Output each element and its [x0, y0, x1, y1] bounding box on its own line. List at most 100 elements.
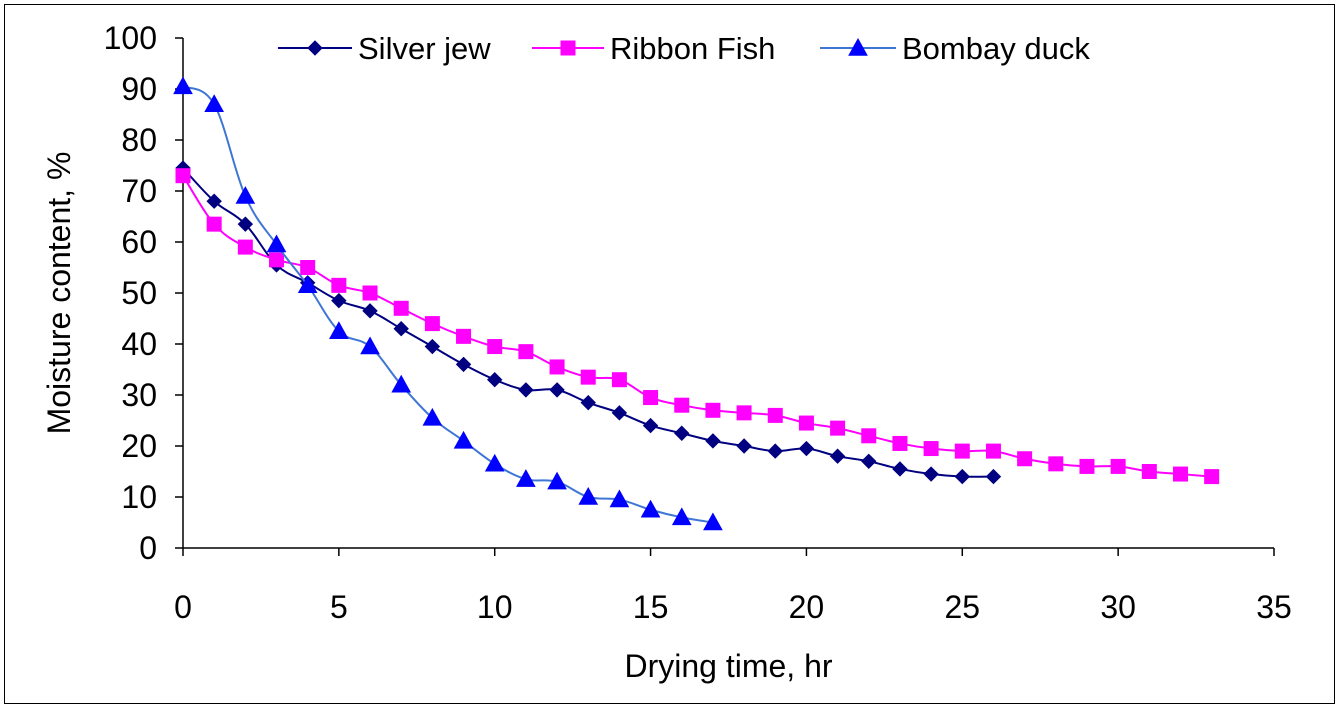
data-point	[640, 499, 661, 518]
y-tick-label: 60	[121, 224, 157, 260]
x-tick-label: 5	[330, 589, 348, 625]
data-point	[1204, 469, 1220, 485]
data-point	[516, 469, 536, 487]
legend-marker	[848, 37, 868, 56]
data-point	[518, 344, 534, 360]
data-point	[985, 468, 1002, 485]
data-point	[362, 285, 378, 301]
legend-item: Bombay duck	[820, 31, 1090, 66]
data-point	[954, 468, 970, 485]
series-layer	[173, 76, 1220, 531]
data-point	[237, 239, 253, 255]
data-point	[611, 372, 627, 388]
data-point	[393, 320, 409, 337]
data-point	[1017, 451, 1033, 467]
data-point	[705, 433, 721, 449]
data-point	[861, 453, 877, 470]
data-point	[703, 512, 723, 531]
data-point	[580, 394, 596, 411]
series-silver-jew	[175, 160, 1002, 485]
data-point	[1141, 464, 1157, 479]
y-tick-label: 90	[121, 71, 157, 107]
data-point	[484, 453, 505, 472]
data-point	[767, 443, 783, 459]
series-line	[182, 175, 1212, 478]
data-point	[578, 486, 599, 505]
data-point	[798, 415, 814, 431]
data-point	[580, 369, 596, 385]
data-point	[266, 234, 287, 253]
x-tick-label: 25	[944, 589, 980, 625]
data-point	[643, 390, 659, 406]
data-point	[736, 405, 752, 421]
legend-label: Ribbon Fish	[610, 31, 775, 66]
data-point	[453, 430, 474, 449]
data-point	[360, 336, 380, 355]
y-ticks: 0 10 20 30 40 50 60 70 80 90 100	[104, 20, 183, 566]
axes	[182, 38, 1274, 549]
data-point	[331, 277, 347, 293]
data-point	[830, 420, 846, 436]
legend: Silver jew Ribbon Fish Bombay duck	[278, 31, 1090, 66]
legend-item: Silver jew	[278, 31, 491, 66]
data-point	[269, 252, 285, 268]
x-axis-title: Drying time, hr	[624, 648, 832, 684]
data-point	[297, 275, 318, 294]
x-tick-label: 10	[477, 589, 513, 625]
data-point	[671, 507, 692, 526]
data-point	[487, 371, 503, 388]
data-point	[861, 428, 877, 444]
data-point	[487, 339, 503, 355]
x-tick-label: 0	[174, 589, 192, 625]
data-point	[1172, 466, 1188, 482]
data-point	[547, 471, 567, 490]
y-tick-label: 30	[121, 377, 157, 413]
data-point	[1048, 456, 1064, 472]
legend-label: Silver jew	[358, 31, 491, 66]
data-point	[674, 397, 690, 413]
y-tick-label: 80	[121, 122, 157, 158]
data-point	[424, 338, 441, 355]
data-point	[1079, 458, 1095, 474]
data-point	[609, 489, 630, 508]
data-point	[455, 356, 472, 373]
y-tick-label: 20	[121, 428, 157, 464]
y-tick-label: 10	[121, 479, 157, 515]
data-point	[549, 382, 565, 398]
x-tick-label: 30	[1100, 589, 1136, 625]
data-point	[173, 76, 193, 95]
data-point	[206, 216, 222, 232]
data-point	[767, 407, 783, 423]
data-point	[422, 407, 443, 426]
chart-frame	[4, 4, 1335, 704]
data-point	[331, 292, 347, 309]
data-point	[736, 438, 752, 454]
data-point	[1110, 458, 1126, 474]
data-point	[798, 440, 815, 457]
series-line	[182, 85, 714, 524]
data-point	[237, 216, 254, 232]
legend-marker	[560, 40, 576, 56]
series-bombay-duck	[173, 76, 723, 531]
y-tick-label: 70	[121, 173, 157, 209]
data-point	[954, 443, 970, 459]
data-point	[456, 328, 472, 344]
data-point	[611, 405, 628, 421]
x-tick-label: 20	[789, 589, 825, 625]
series-ribbon-fish	[175, 168, 1220, 485]
data-point	[362, 303, 378, 319]
data-point	[892, 435, 908, 451]
data-point	[424, 316, 440, 332]
data-point	[674, 425, 690, 441]
data-point	[923, 466, 939, 482]
legend-marker	[307, 40, 323, 56]
data-point	[923, 441, 939, 457]
data-point	[329, 321, 349, 339]
data-point	[549, 359, 565, 375]
legend-item: Ribbon Fish	[532, 31, 775, 66]
data-point	[206, 193, 222, 209]
y-tick-label: 0	[139, 530, 157, 566]
data-point	[175, 168, 191, 184]
y-axis-title: Moisture content, %	[41, 152, 77, 435]
